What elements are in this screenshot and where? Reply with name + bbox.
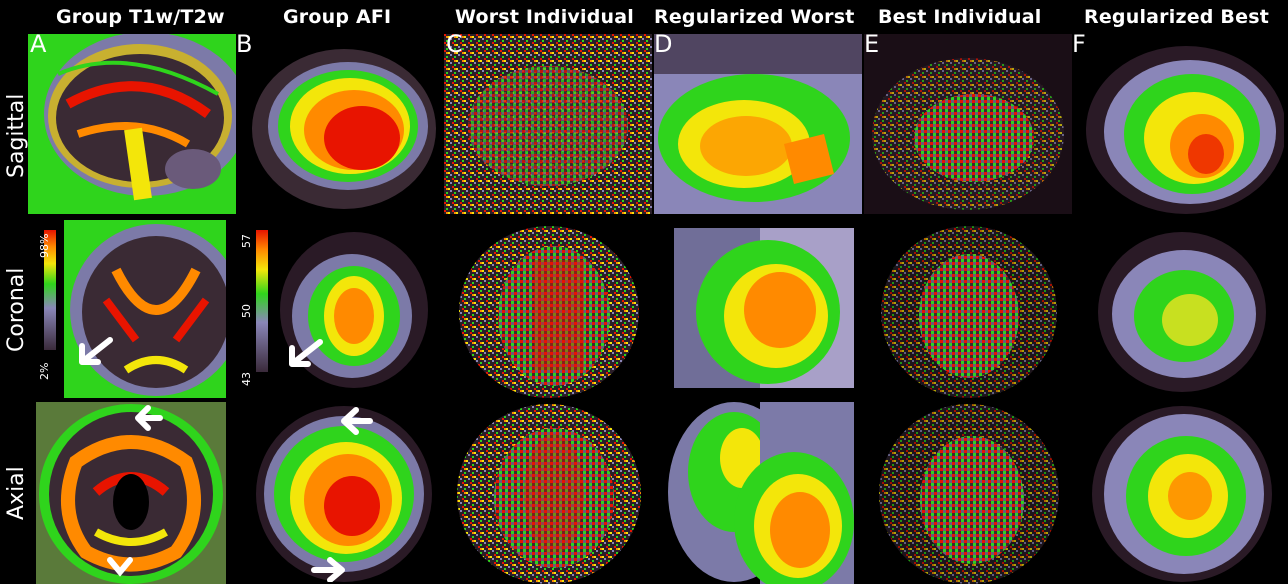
panel-a-coronal — [36, 220, 226, 398]
panel-d-coronal — [664, 220, 854, 398]
panel-letter-a: A — [30, 30, 47, 58]
colorbar-b-top-label: 57 — [240, 234, 253, 248]
panel-f-axial — [1086, 402, 1276, 584]
row-label-axial: Axial — [4, 466, 29, 520]
panel-letter-b: B — [236, 30, 253, 58]
panel-b-coronal — [244, 220, 436, 398]
arrow-icon — [289, 339, 323, 367]
panel-e-axial — [874, 402, 1064, 584]
panel-letter-c: C — [446, 30, 463, 58]
column-title-c: Worst Individual — [455, 6, 634, 28]
colorbar-b-bottom-label: 43 — [240, 372, 253, 386]
row-label-coronal: Coronal — [4, 267, 29, 352]
panel-letter-f: F — [1072, 30, 1086, 58]
panel-letter-d: D — [654, 30, 673, 58]
panel-a-sagittal — [28, 34, 236, 214]
arrow-icon — [341, 407, 373, 435]
colorbar-b-mid-label: 50 — [240, 304, 253, 318]
panel-f-sagittal — [1076, 34, 1284, 214]
panel-d-sagittal — [654, 34, 862, 214]
arrow-icon — [135, 405, 163, 431]
panel-b-axial — [244, 402, 436, 584]
column-title-f: Regularized Best — [1084, 6, 1269, 28]
panel-letter-e: E — [864, 30, 880, 58]
panel-f-coronal — [1086, 220, 1276, 398]
arrow-icon — [79, 337, 113, 365]
column-title-b: Group AFI — [283, 6, 392, 28]
panel-b-sagittal — [244, 34, 436, 214]
arrow-icon — [107, 557, 133, 577]
panel-c-coronal — [454, 220, 644, 398]
column-title-a: Group T1w/T2w — [56, 6, 225, 28]
row-label-sagittal: Sagittal — [4, 93, 29, 178]
panel-e-sagittal — [864, 34, 1072, 214]
panel-d-axial — [664, 402, 854, 584]
arrow-icon — [311, 557, 345, 582]
panel-c-sagittal — [444, 34, 652, 214]
panel-e-coronal — [874, 220, 1064, 398]
column-title-e: Best Individual — [878, 6, 1042, 28]
colorbar-a-top-label: 98% — [38, 233, 51, 258]
panel-c-axial — [454, 402, 644, 584]
colorbar-a-bottom-label: 2% — [38, 362, 51, 380]
column-title-d: Regularized Worst — [654, 6, 855, 28]
panel-a-axial — [36, 402, 226, 584]
